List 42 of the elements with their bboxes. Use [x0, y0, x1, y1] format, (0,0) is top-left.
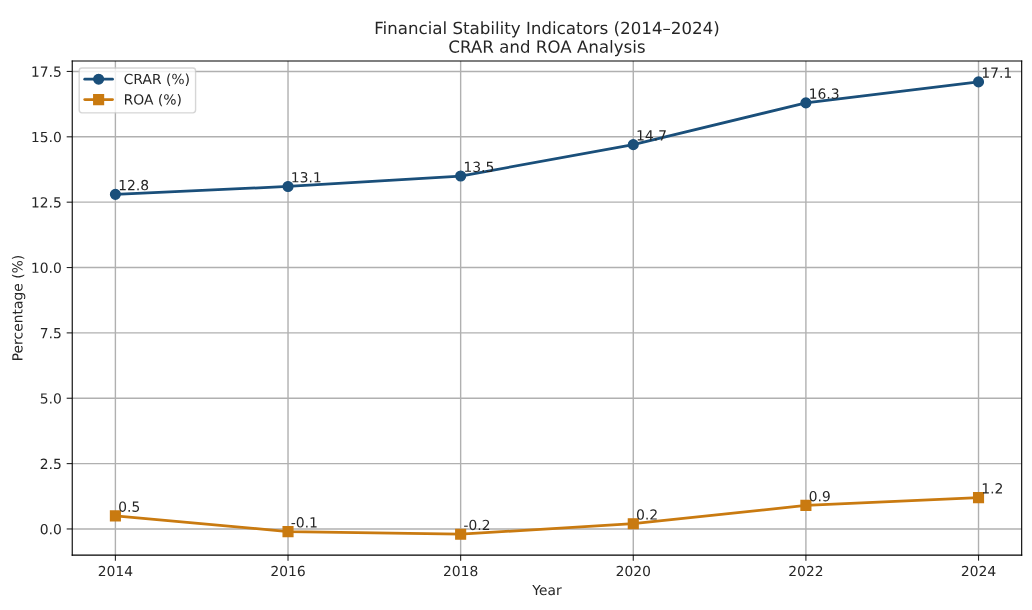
y-tick-label: 7.5: [40, 328, 61, 339]
y-tick-label: 2.5: [40, 458, 61, 470]
point: [109, 188, 121, 200]
point: [282, 526, 294, 538]
x-tick-label: 2022: [789, 565, 823, 577]
x-tick-label: 2016: [271, 565, 305, 577]
chart-title: Financial Stability Indicators (2014–2024) CRAR and ROA Analysis: [375, 21, 719, 57]
x-axis-title: Year: [532, 584, 562, 596]
point: [455, 528, 467, 540]
data-label: 14.7: [637, 130, 666, 141]
data-label: 1.2: [982, 483, 1002, 494]
y-tick-label: 10.0: [32, 262, 61, 273]
legend-label: ROA (%): [124, 93, 181, 107]
data-label: 13.1: [292, 172, 321, 183]
data-label: -0.1: [291, 517, 317, 528]
data-label: 17.1: [982, 67, 1011, 78]
y-tick-label: 12.5: [32, 197, 61, 208]
point: [800, 97, 812, 109]
legend-label: CRAR (%): [124, 73, 189, 86]
point: [282, 180, 294, 193]
y-tick-label: 5.0: [40, 393, 61, 404]
point: [972, 492, 985, 504]
data-label: 13.5: [464, 161, 494, 173]
y-tick-label: 0.0: [40, 523, 61, 535]
y-tick-label: 17.5: [32, 66, 61, 77]
data-label: 12.8: [119, 179, 149, 191]
point: [109, 510, 121, 522]
point: [627, 518, 639, 530]
point: [455, 170, 467, 182]
x-tick-label: 2020: [616, 565, 651, 577]
x-tick-label: 2024: [961, 565, 996, 577]
x-tick-label: 2014: [98, 565, 133, 577]
data-label: 0.2: [636, 509, 657, 520]
x-tick-label: 2018: [443, 565, 478, 577]
point: [972, 76, 985, 88]
data-label: -0.2: [464, 519, 490, 531]
y-tick-label: 15.0: [32, 131, 61, 143]
y-axis-title: Percentage (%): [11, 255, 26, 360]
data-label: 16.3: [810, 88, 839, 99]
point: [627, 139, 639, 151]
data-label: 0.5: [119, 501, 140, 512]
data-label: 0.9: [809, 490, 830, 502]
